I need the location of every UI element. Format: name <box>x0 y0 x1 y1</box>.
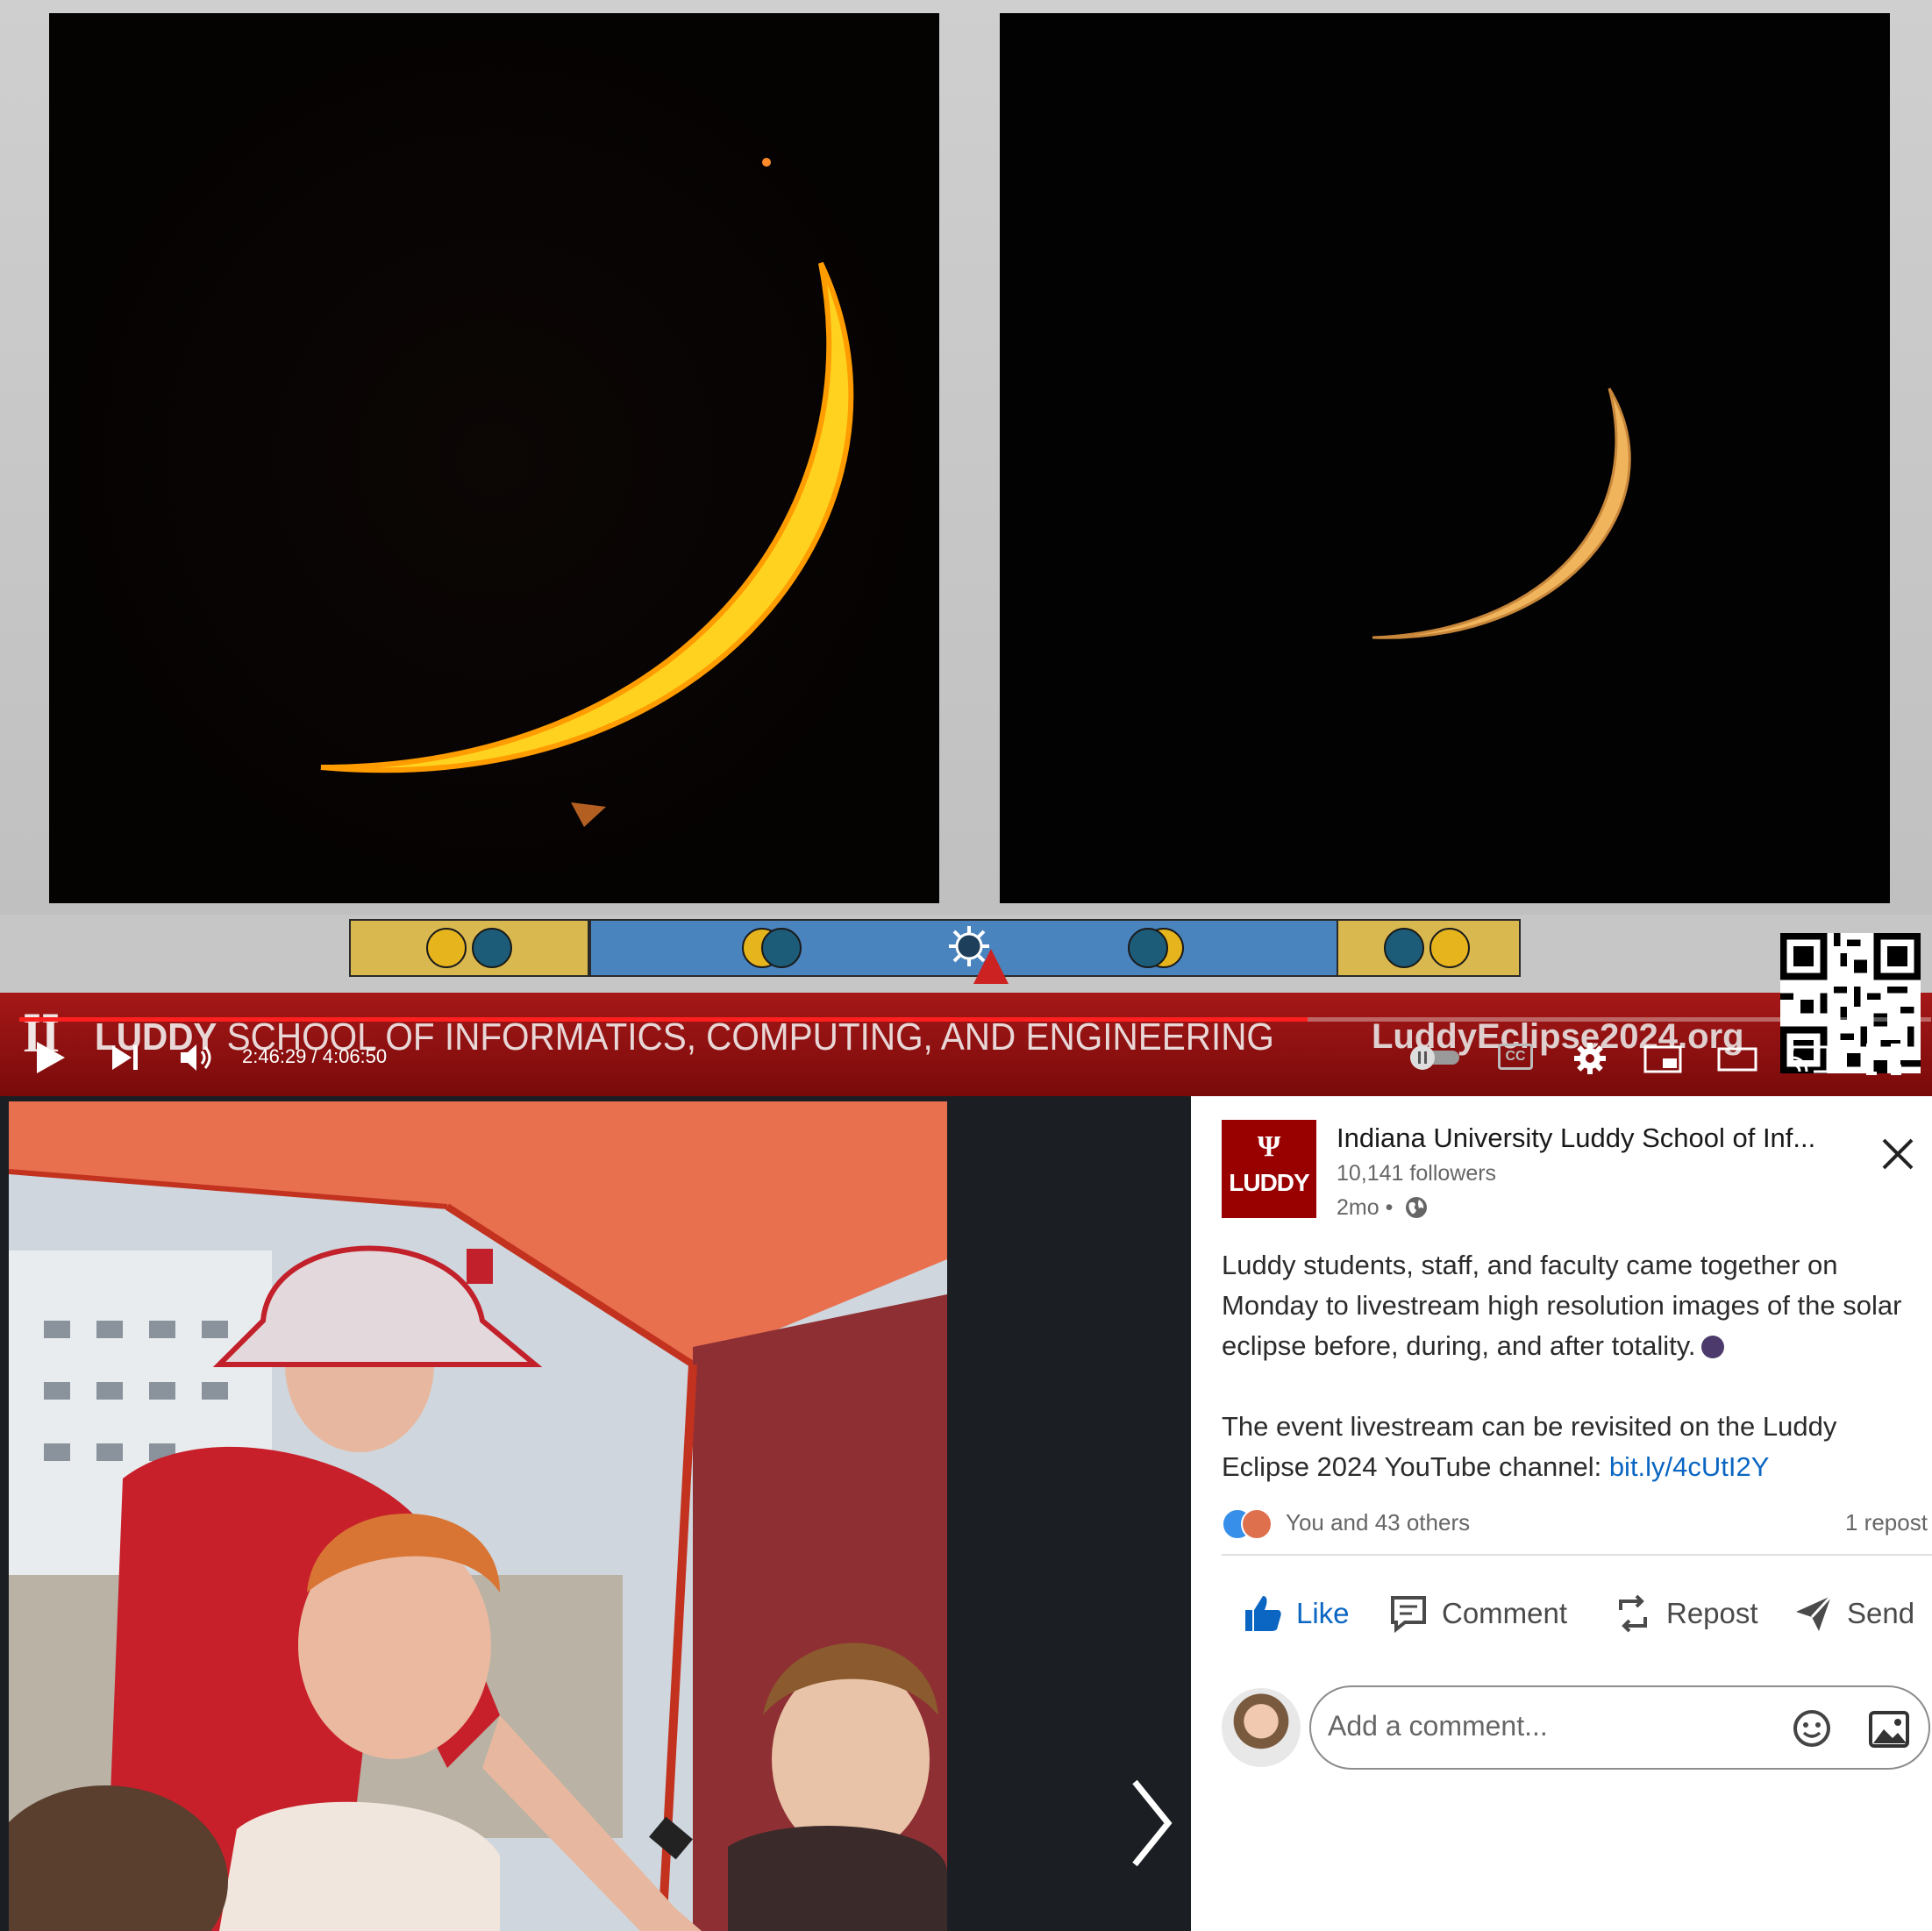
progress-bar[interactable] <box>19 1017 1931 1022</box>
banner-title-rest: SCHOOL OF INFORMATICS, COMPUTING, AND EN… <box>217 1015 1274 1058</box>
moon-disc-icon <box>1128 928 1168 968</box>
banner-title: LUDDY SCHOOL OF INFORMATICS, COMPUTING, … <box>95 1015 1274 1059</box>
repost-button[interactable]: Repost <box>1612 1587 1758 1640</box>
timeline-phase-totality <box>589 919 1338 977</box>
close-icon[interactable] <box>1877 1133 1919 1175</box>
image-icon[interactable] <box>1868 1710 1910 1749</box>
post-text-paragraph-1: Luddy students, staff, and faculty came … <box>1222 1250 1902 1361</box>
volume-icon[interactable] <box>179 1042 214 1073</box>
qr-code-icon[interactable] <box>1780 933 1921 1073</box>
theater-icon[interactable] <box>1717 1047 1757 1072</box>
like-label: Like <box>1296 1597 1350 1629</box>
sun-disc-icon <box>426 928 467 968</box>
post-text-paragraph-2: The event livestream can be revisited on… <box>1222 1411 1837 1482</box>
post-sidebar <box>1191 1096 1932 1931</box>
luddy-logo-icon[interactable]: Ψ LUDDY <box>1222 1120 1316 1218</box>
eclipse-image-left <box>49 13 939 903</box>
divider <box>1222 1554 1932 1556</box>
follower-count: 10,141 followers <box>1337 1161 1497 1186</box>
cast-icon[interactable] <box>1791 1044 1829 1075</box>
moon-disc-icon <box>472 928 512 968</box>
logo-word: LUDDY <box>1229 1169 1309 1196</box>
moon-emoji-icon <box>1700 1336 1724 1358</box>
moon-disc-icon <box>761 928 802 968</box>
comment-field[interactable] <box>1309 1685 1930 1770</box>
logo-trident: Ψ <box>1257 1130 1281 1163</box>
avatar[interactable] <box>1222 1688 1301 1767</box>
miniplayer-icon[interactable] <box>1643 1045 1682 1073</box>
send-label: Send <box>1847 1597 1915 1629</box>
post-link[interactable]: bit.ly/4cUtI2Y <box>1608 1451 1770 1482</box>
post-age-text: 2mo • <box>1337 1195 1394 1220</box>
comment-icon <box>1391 1596 1426 1634</box>
eclipse-image-right <box>1000 13 1890 903</box>
globe-icon <box>1406 1197 1428 1218</box>
comment-button[interactable]: Comment <box>1387 1587 1567 1640</box>
send-icon <box>1796 1594 1833 1631</box>
timeline-phase-partial-before <box>349 919 589 977</box>
repost-count[interactable]: 1 repost <box>1845 1509 1928 1536</box>
settings-icon[interactable] <box>1573 1042 1607 1075</box>
emoji-icon[interactable] <box>1791 1707 1833 1749</box>
love-reaction-icon <box>1241 1508 1273 1540</box>
org-name-link[interactable]: Indiana University Luddy School of Inf..… <box>1337 1122 1816 1153</box>
post-age: 2mo • <box>1337 1195 1429 1221</box>
time-display: 2:46:29 / 4:06:50 <box>242 1045 388 1067</box>
video-banner <box>0 993 1932 1096</box>
timeline-marker-icon <box>973 949 1009 984</box>
play-icon[interactable] <box>32 1038 68 1077</box>
autoplay-toggle-icon[interactable] <box>1407 1044 1463 1072</box>
timeline-phase-partial-after <box>1337 919 1521 977</box>
reactions-count[interactable]: You and 43 others <box>1286 1509 1471 1536</box>
progress-fill <box>19 1017 1308 1022</box>
cc-icon[interactable]: CC <box>1498 1044 1533 1070</box>
repost-icon <box>1619 1594 1647 1633</box>
sun-disc-icon <box>1429 928 1470 968</box>
repost-label: Repost <box>1666 1597 1758 1629</box>
post-photo <box>9 1101 947 1931</box>
send-button[interactable]: Send <box>1793 1587 1914 1640</box>
fullscreen-icon[interactable] <box>1866 1044 1901 1075</box>
moon-disc-icon <box>1384 928 1424 968</box>
banner-url: LuddyEclipse2024.org <box>1372 1017 1744 1056</box>
comment-label: Comment <box>1442 1597 1568 1629</box>
thumbs-up-icon <box>1245 1596 1281 1631</box>
next-icon[interactable] <box>111 1042 140 1073</box>
comment-input[interactable] <box>1328 1710 1766 1742</box>
post-body: Luddy students, staff, and faculty came … <box>1222 1245 1923 1487</box>
next-photo-chevron-icon[interactable] <box>1124 1775 1177 1871</box>
like-button[interactable]: Like <box>1242 1587 1350 1640</box>
